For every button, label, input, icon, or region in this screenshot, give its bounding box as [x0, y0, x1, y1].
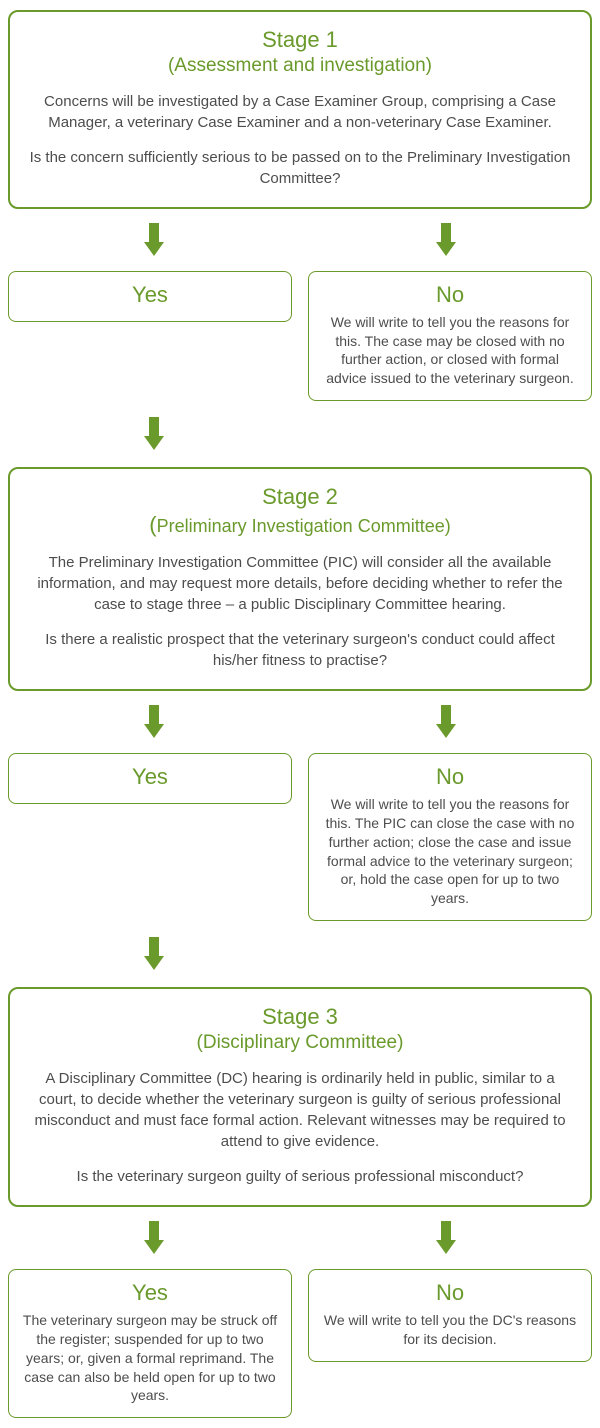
- stage2-no-label: No: [321, 764, 579, 790]
- stage1-body: Concerns will be investigated by a Case …: [28, 91, 572, 189]
- arrow-down-icon: [437, 223, 455, 257]
- stage1-continue-arrow: [8, 401, 592, 467]
- stage2-arrow-row: [8, 691, 592, 753]
- stage3-box: Stage 3 (Disciplinary Committee) A Disci…: [8, 987, 592, 1207]
- stage2-no-box: No We will write to tell you the reasons…: [308, 753, 592, 921]
- stage3-para2: Is the veterinary surgeon guilty of seri…: [28, 1166, 572, 1187]
- stage1-para1: Concerns will be investigated by a Case …: [28, 91, 572, 133]
- stage1-subtitle: (Assessment and investigation): [28, 54, 572, 78]
- stage2-yes-label: Yes: [132, 764, 168, 790]
- stage2-title: Stage 2: [28, 483, 572, 511]
- stage3-subtitle: (Disciplinary Committee): [28, 1031, 572, 1055]
- stage3-yes-body: The veterinary surgeon may be struck off…: [21, 1311, 279, 1405]
- stage1-para2: Is the concern sufficiently serious to b…: [28, 147, 572, 189]
- stage2-para2: Is there a realistic prospect that the v…: [28, 629, 572, 671]
- stage2-box: Stage 2 (Preliminary Investigation Commi…: [8, 467, 592, 691]
- stage3-arrow-row: [8, 1207, 592, 1269]
- arrow-down-icon: [145, 223, 163, 257]
- arrow-down-icon: [437, 705, 455, 739]
- stage3-decision-row: Yes The veterinary surgeon may be struck…: [8, 1269, 592, 1418]
- stage3-para1: A Disciplinary Committee (DC) hearing is…: [28, 1068, 572, 1152]
- stage2-body: The Preliminary Investigation Committee …: [28, 552, 572, 671]
- stage1-no-label: No: [321, 282, 579, 308]
- stage3-title: Stage 3: [28, 1003, 572, 1031]
- arrow-down-icon: [437, 1221, 455, 1255]
- stage3-no-label: No: [321, 1280, 579, 1306]
- stage2-yes-box: Yes: [8, 753, 292, 803]
- stage3-yes-box: Yes The veterinary surgeon may be struck…: [8, 1269, 292, 1418]
- arrow-down-icon: [145, 1221, 163, 1255]
- stage2-para1: The Preliminary Investigation Committee …: [28, 552, 572, 615]
- stage3-yes-label: Yes: [21, 1280, 279, 1306]
- stage1-no-box: No We will write to tell you the reasons…: [308, 271, 592, 401]
- stage3-body: A Disciplinary Committee (DC) hearing is…: [28, 1068, 572, 1187]
- stage2-subtitle-text: Preliminary Investigation Committee): [157, 516, 451, 536]
- stage2-subtitle-paren: (: [149, 512, 156, 537]
- arrow-down-icon: [145, 705, 163, 739]
- stage2-decision-row: Yes No We will write to tell you the rea…: [8, 753, 592, 921]
- arrow-down-icon: [145, 937, 163, 971]
- stage1-decision-row: Yes No We will write to tell you the rea…: [8, 271, 592, 401]
- stage3-no-body: We will write to tell you the DC's reaso…: [321, 1311, 579, 1349]
- stage3-no-box: No We will write to tell you the DC's re…: [308, 1269, 592, 1361]
- stage1-title: Stage 1: [28, 26, 572, 54]
- stage2-no-body: We will write to tell you the reasons fo…: [321, 795, 579, 908]
- stage2-subtitle: (Preliminary Investigation Committee): [28, 511, 572, 539]
- stage1-box: Stage 1 (Assessment and investigation) C…: [8, 10, 592, 209]
- arrow-down-icon: [145, 417, 163, 451]
- stage1-no-body: We will write to tell you the reasons fo…: [321, 313, 579, 389]
- stage1-yes-label: Yes: [132, 282, 168, 308]
- stage1-yes-box: Yes: [8, 271, 292, 321]
- stage2-continue-arrow: [8, 921, 592, 987]
- stage1-arrow-row: [8, 209, 592, 271]
